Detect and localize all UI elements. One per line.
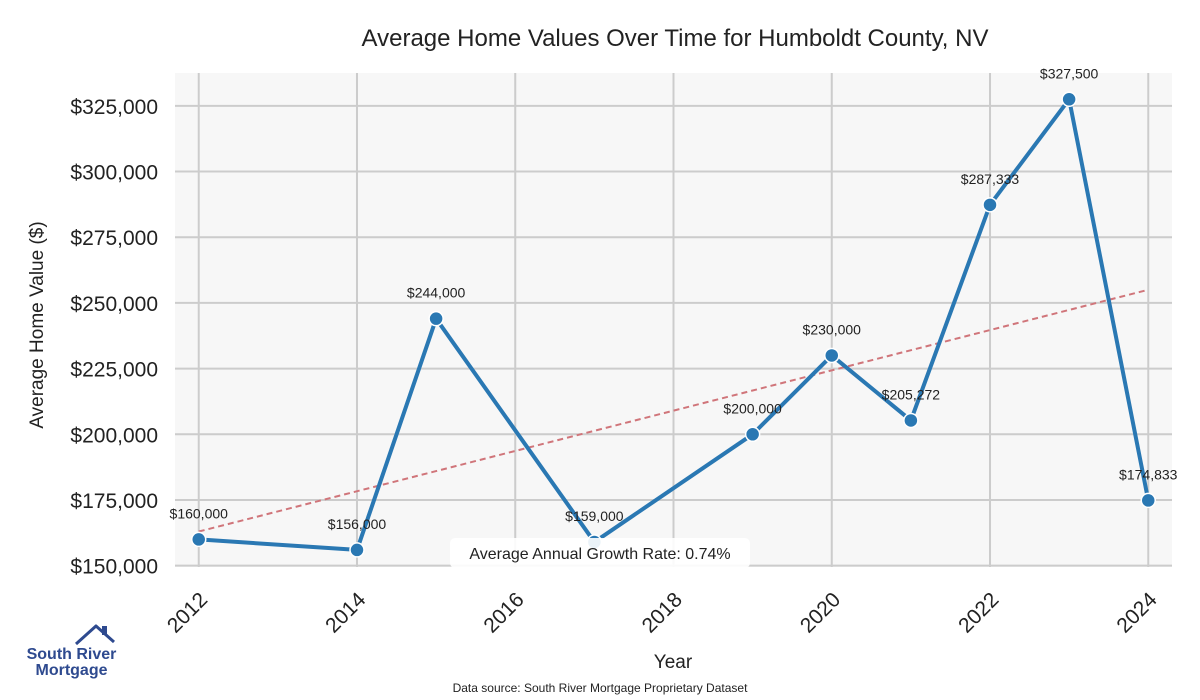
data-point	[190, 531, 207, 548]
annotation-box	[450, 538, 750, 568]
trend-line	[198, 288, 1149, 533]
x-tick-label: 2014	[321, 588, 371, 638]
logo-line1: South River	[26, 646, 117, 663]
data-label: $230,000	[803, 321, 862, 337]
data-label: $205,272	[882, 386, 941, 402]
data-point	[349, 542, 365, 558]
x-tick-label: 2016	[479, 588, 528, 637]
data-point	[1061, 91, 1077, 108]
data-label: $200,000	[723, 400, 782, 416]
data-point	[744, 426, 761, 443]
x-axis-label: Year	[654, 652, 693, 673]
data-source-note: Data source: South River Mortgage Propri…	[452, 681, 748, 695]
data-point	[824, 347, 840, 364]
data-label: $244,000	[407, 285, 466, 301]
growth-rate-annotation: Average Annual Growth Rate: 0.74%	[469, 546, 730, 563]
x-tick-label: 2022	[954, 588, 1003, 637]
chart-title: Average Home Values Over Time for Humbol…	[362, 25, 989, 52]
data-point	[982, 197, 998, 213]
data-label: $160,000	[170, 505, 229, 521]
x-tick-label: 2024	[1112, 588, 1162, 638]
data-label: $174,833	[1119, 466, 1178, 482]
data-label: $327,500	[1040, 65, 1099, 81]
company-logo: South River Mortgage	[18, 620, 118, 682]
data-label: $287,333	[961, 171, 1020, 187]
y-tick-label: $150,000	[70, 556, 158, 579]
y-tick-label: $325,000	[70, 96, 158, 119]
data-point	[428, 310, 444, 327]
x-tick-label: 2020	[796, 588, 845, 637]
data-label: $156,000	[328, 516, 387, 532]
y-tick-label: $225,000	[70, 359, 158, 382]
y-tick-label: $175,000	[70, 490, 158, 513]
logo-line2: Mortgage	[35, 662, 108, 679]
y-tick-label: $250,000	[70, 293, 158, 316]
data-point	[903, 412, 919, 429]
house-roof-icon	[74, 624, 115, 646]
series-line	[198, 97, 1151, 552]
x-tick-label: 2018	[638, 588, 687, 637]
y-tick-label: $275,000	[70, 227, 158, 250]
data-label: $159,000	[565, 508, 624, 524]
y-axis-label: Average Home Value ($)	[27, 221, 48, 428]
y-tick-label: $300,000	[70, 162, 158, 185]
y-tick-label: $200,000	[70, 424, 158, 447]
data-point	[1140, 492, 1157, 509]
x-tick-label: 2012	[163, 588, 212, 637]
